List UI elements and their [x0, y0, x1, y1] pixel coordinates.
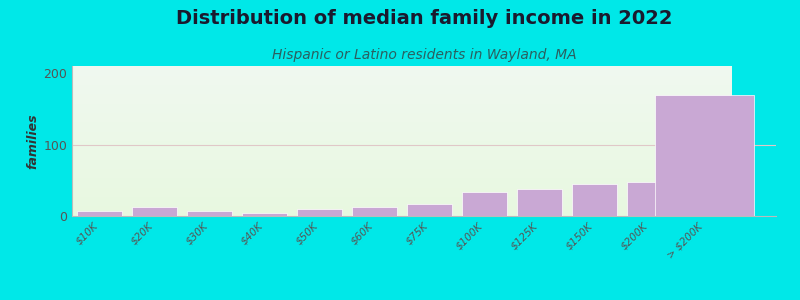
Bar	[187, 211, 232, 216]
Text: Distribution of median family income in 2022: Distribution of median family income in …	[176, 9, 672, 28]
Bar	[462, 192, 507, 216]
Bar	[352, 207, 397, 216]
Bar	[297, 209, 342, 216]
Bar	[407, 204, 452, 216]
Y-axis label: families: families	[26, 113, 39, 169]
Text: Hispanic or Latino residents in Wayland, MA: Hispanic or Latino residents in Wayland,…	[272, 48, 576, 62]
Bar	[572, 184, 617, 216]
Bar	[77, 211, 122, 216]
Bar	[627, 182, 672, 216]
Bar	[132, 207, 177, 216]
Bar	[242, 213, 287, 216]
Bar	[517, 189, 562, 216]
Bar	[655, 94, 754, 216]
